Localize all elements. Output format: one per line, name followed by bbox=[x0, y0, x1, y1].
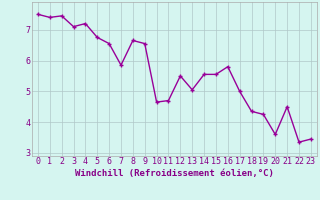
X-axis label: Windchill (Refroidissement éolien,°C): Windchill (Refroidissement éolien,°C) bbox=[75, 169, 274, 178]
